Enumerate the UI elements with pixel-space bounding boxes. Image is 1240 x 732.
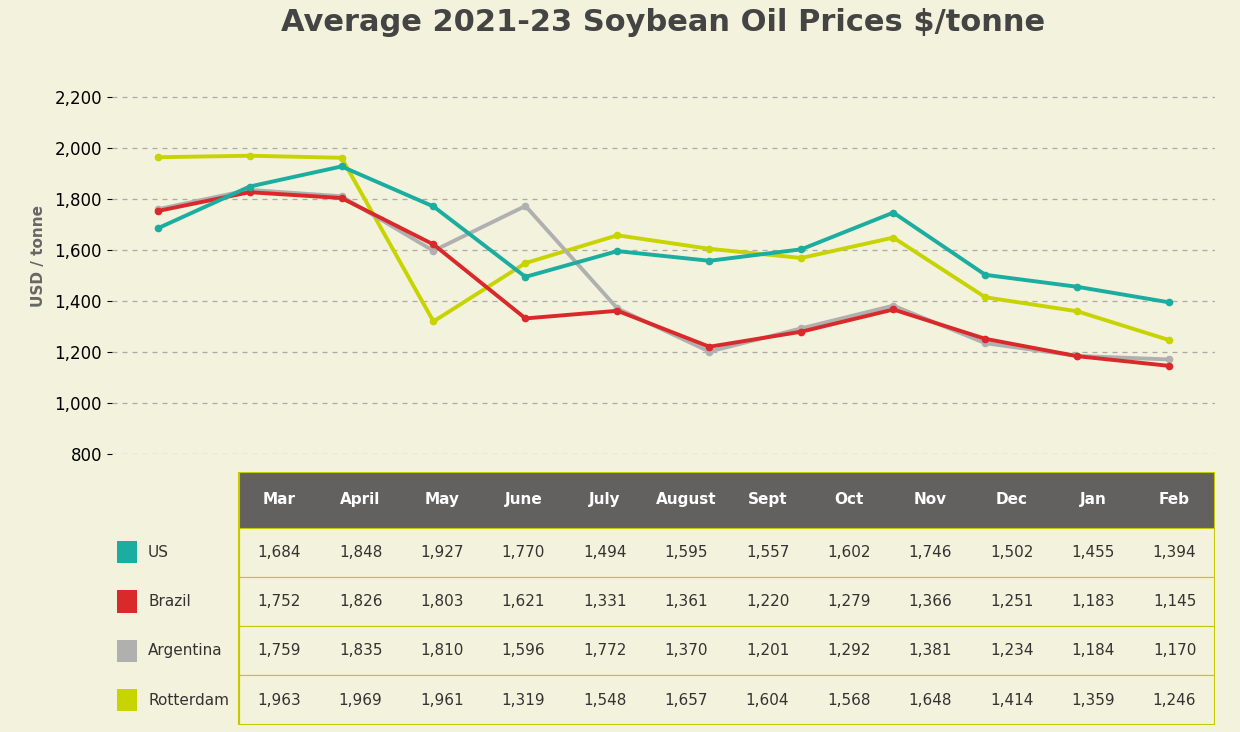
- Text: Jan: Jan: [1080, 493, 1106, 507]
- FancyBboxPatch shape: [238, 626, 1215, 676]
- Text: 1,220: 1,220: [746, 594, 789, 609]
- Title: Average 2021-23 Soybean Oil Prices $/tonne: Average 2021-23 Soybean Oil Prices $/ton…: [281, 8, 1045, 37]
- Text: 1,648: 1,648: [909, 692, 952, 708]
- Text: 1,145: 1,145: [1153, 594, 1197, 609]
- Text: 1,319: 1,319: [501, 692, 546, 708]
- Text: Argentina: Argentina: [148, 643, 223, 658]
- Text: 1,502: 1,502: [990, 545, 1033, 560]
- Text: 1,803: 1,803: [420, 594, 464, 609]
- Text: 1,279: 1,279: [827, 594, 870, 609]
- Text: Rotterdam: Rotterdam: [148, 692, 229, 708]
- Y-axis label: USD / tonne: USD / tonne: [31, 205, 46, 307]
- FancyBboxPatch shape: [238, 472, 1215, 528]
- Text: 1,961: 1,961: [420, 692, 464, 708]
- FancyBboxPatch shape: [117, 689, 136, 711]
- Text: 1,557: 1,557: [746, 545, 789, 560]
- Text: 1,826: 1,826: [339, 594, 382, 609]
- Text: 1,170: 1,170: [1153, 643, 1197, 658]
- Text: 1,370: 1,370: [665, 643, 708, 658]
- Text: 1,969: 1,969: [339, 692, 382, 708]
- Text: 1,361: 1,361: [665, 594, 708, 609]
- Text: 1,595: 1,595: [665, 545, 708, 560]
- Text: 1,183: 1,183: [1071, 594, 1115, 609]
- Text: 1,927: 1,927: [420, 545, 464, 560]
- Text: Feb: Feb: [1159, 493, 1190, 507]
- Text: July: July: [589, 493, 620, 507]
- FancyBboxPatch shape: [238, 577, 1215, 626]
- Text: 1,331: 1,331: [583, 594, 626, 609]
- Text: 1,184: 1,184: [1071, 643, 1115, 658]
- Text: 1,835: 1,835: [339, 643, 382, 658]
- Text: 1,455: 1,455: [1071, 545, 1115, 560]
- Text: Dec: Dec: [996, 493, 1028, 507]
- Text: 1,752: 1,752: [258, 594, 301, 609]
- Text: 1,621: 1,621: [502, 594, 546, 609]
- Text: Mar: Mar: [263, 493, 295, 507]
- FancyBboxPatch shape: [117, 591, 136, 613]
- Text: Sept: Sept: [748, 493, 787, 507]
- Text: 1,246: 1,246: [1153, 692, 1197, 708]
- Text: 1,251: 1,251: [990, 594, 1033, 609]
- Text: 1,596: 1,596: [501, 643, 546, 658]
- Text: 1,292: 1,292: [827, 643, 870, 658]
- Text: 1,394: 1,394: [1153, 545, 1197, 560]
- Text: US: US: [148, 545, 169, 560]
- Text: 1,234: 1,234: [990, 643, 1033, 658]
- Text: 1,746: 1,746: [909, 545, 952, 560]
- Text: 1,359: 1,359: [1071, 692, 1115, 708]
- Text: 1,848: 1,848: [339, 545, 382, 560]
- Text: May: May: [424, 493, 460, 507]
- Text: 1,414: 1,414: [990, 692, 1033, 708]
- Text: Brazil: Brazil: [148, 594, 191, 609]
- Text: Nov: Nov: [914, 493, 947, 507]
- Text: 1,604: 1,604: [745, 692, 790, 708]
- Text: 1,963: 1,963: [258, 692, 301, 708]
- Text: 1,684: 1,684: [258, 545, 301, 560]
- Text: 1,366: 1,366: [909, 594, 952, 609]
- Text: 1,759: 1,759: [258, 643, 301, 658]
- FancyBboxPatch shape: [117, 640, 136, 662]
- Text: August: August: [656, 493, 717, 507]
- Text: 1,201: 1,201: [746, 643, 789, 658]
- FancyBboxPatch shape: [117, 541, 136, 564]
- Text: 1,568: 1,568: [827, 692, 870, 708]
- Text: 1,770: 1,770: [502, 545, 546, 560]
- FancyBboxPatch shape: [238, 528, 1215, 577]
- FancyBboxPatch shape: [238, 676, 1215, 725]
- Text: 1,810: 1,810: [420, 643, 464, 658]
- Text: Oct: Oct: [835, 493, 863, 507]
- Text: 1,657: 1,657: [665, 692, 708, 708]
- Text: 1,381: 1,381: [909, 643, 952, 658]
- Text: 1,772: 1,772: [583, 643, 626, 658]
- Text: June: June: [505, 493, 542, 507]
- Text: April: April: [341, 493, 381, 507]
- Text: 1,602: 1,602: [827, 545, 870, 560]
- Text: 1,494: 1,494: [583, 545, 626, 560]
- Text: 1,548: 1,548: [583, 692, 626, 708]
